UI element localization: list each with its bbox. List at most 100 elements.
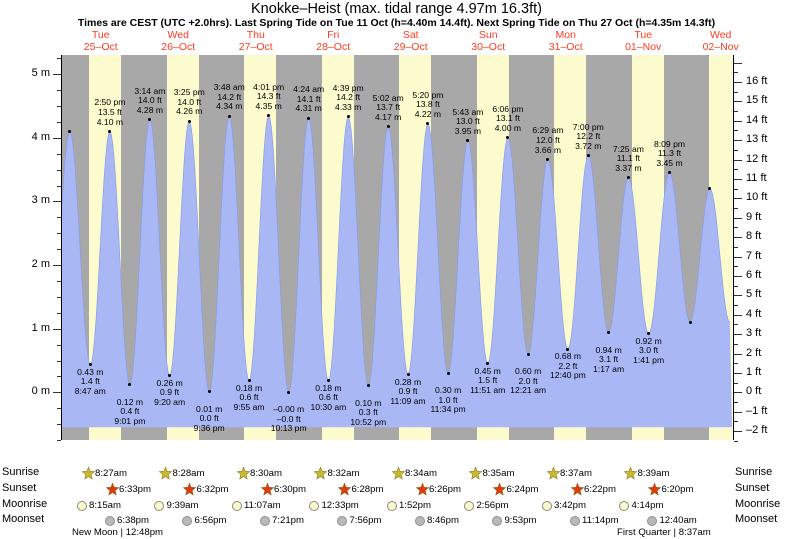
astro-time: 8:34am <box>404 468 437 479</box>
astro-time: 8:32am <box>327 468 360 479</box>
tide-label-line2: 14.0 ft <box>137 95 162 106</box>
left-axis-label: 5 m <box>31 67 50 80</box>
tide-label-line3: 10:52 pm <box>350 417 387 428</box>
right-axis-tick <box>734 402 738 403</box>
sunrise-star-icon <box>546 467 560 480</box>
tide-extreme-dot <box>187 119 191 123</box>
tide-label: 0.18 m 0.6 ft 10:30 am <box>294 382 362 413</box>
day-header: Thu 27–Oct <box>216 29 296 53</box>
astro-time: 6:38pm <box>117 515 149 526</box>
astro-time: 3:42pm <box>553 500 586 511</box>
tide-label-line2: 0.0 ft <box>199 413 219 424</box>
moon-phase-sep: | <box>120 527 124 538</box>
day-header: Tue 01–Nov <box>603 29 683 53</box>
astro-time: 12:33pm <box>321 500 359 511</box>
tide-label-line1: 0.92 m <box>635 335 662 346</box>
right-axis-tick <box>734 140 742 142</box>
tide-label: 7:00 pm 12.2 ft 3.72 m <box>554 121 622 152</box>
right-axis-label: 15 ft <box>746 94 768 107</box>
left-axis-tick <box>57 249 61 251</box>
tide-label-line1: 0.94 m <box>595 344 622 355</box>
moonset-circle-icon <box>647 516 658 526</box>
tide-label-line2: 11.1 ft <box>616 153 641 164</box>
astro-row-label-left: Moonset <box>2 513 45 525</box>
right-axis-tick <box>734 334 742 336</box>
astro-time: 8:15am <box>89 500 121 511</box>
day-of-week: Tue <box>91 29 110 41</box>
tide-label-line2: 14.3 ft <box>256 91 281 102</box>
moon-phase-caption: New Moon | 12:48pm <box>72 527 163 538</box>
right-axis-tick <box>734 217 742 219</box>
right-axis-line <box>733 55 734 440</box>
tide-label-line2: 13.0 ft <box>455 116 480 127</box>
right-axis-tick <box>734 188 738 190</box>
day-header: Tue 25–Oct <box>61 29 141 53</box>
day-header: Sun 30–Oct <box>448 29 528 53</box>
tide-label-line1: 3:48 am <box>213 82 245 93</box>
tide-label-line2: 0.9 ft <box>398 386 418 397</box>
tide-label-line2: –0.0 ft <box>276 413 301 424</box>
left-axis-tick <box>57 217 61 219</box>
tide-label-line1: 7:00 pm <box>572 121 604 132</box>
tide-label: 0.18 m 0.6 ft 9:55 am <box>215 383 283 413</box>
moonrise-circle-icon <box>541 501 552 511</box>
left-axis-tick <box>57 121 61 123</box>
astro-row-label-right: Moonset <box>735 513 778 525</box>
day-date: 28–Oct <box>316 40 351 53</box>
left-axis-tick <box>57 376 61 378</box>
right-axis-label: 13 ft <box>746 133 768 146</box>
sunset-star-icon <box>183 483 197 496</box>
right-axis-tick <box>734 120 742 122</box>
left-axis-label: 4 m <box>31 130 50 143</box>
right-axis-label: 8 ft <box>746 230 762 243</box>
right-axis-tick <box>734 246 738 248</box>
tide-extreme-dot <box>366 384 370 388</box>
left-axis-label: 0 m <box>31 385 50 398</box>
moonset-circle-icon <box>414 516 425 526</box>
page-subtitle: Times are CEST (UTC +2.0hrs). Last Sprin… <box>77 17 716 29</box>
tide-label-line3: 9:55 am <box>233 401 265 412</box>
astro-time: 6:22pm <box>583 484 616 495</box>
left-axis-label: 1 m <box>31 321 50 334</box>
moonrise-circle-icon <box>309 501 320 511</box>
day-date: 01–Nov <box>625 40 662 53</box>
left-axis-tick <box>57 280 61 282</box>
right-axis-tick <box>734 295 742 297</box>
tide-extreme-dot <box>688 320 692 324</box>
tide-label-line1: 6:29 am <box>532 125 564 136</box>
astro-time: 6:33pm <box>119 484 151 495</box>
right-axis-tick <box>734 275 742 277</box>
left-axis-tick <box>53 74 61 76</box>
tide-label-line1: 7:25 am <box>612 143 644 154</box>
right-axis-label: 16 ft <box>746 74 768 87</box>
moon-phase-time: 8:37am <box>678 527 711 538</box>
moonrise-circle-icon <box>231 501 242 511</box>
tide-label: 0.26 m 0.9 ft 9:20 am <box>136 378 204 408</box>
tide-label-line2: 12.2 ft <box>576 131 601 142</box>
moonset-circle-icon <box>105 516 115 526</box>
tide-label-line3: 1:17 am <box>593 363 625 374</box>
tide-label-line3: 4.35 m <box>255 100 282 111</box>
tide-label-line3: 4.33 m <box>335 101 362 112</box>
tide-label: 5:43 am 13.0 ft 3.95 m <box>434 107 502 137</box>
day-date: 26–Oct <box>161 40 196 53</box>
tide-extreme-dot <box>148 118 152 122</box>
tide-label-line2: 13.1 ft <box>495 113 520 124</box>
tide-extreme-dot <box>526 352 530 356</box>
tide-label: 4:39 pm 14.2 ft 4.33 m <box>314 83 382 113</box>
tide-label-line3: 12:21 am <box>510 385 547 396</box>
tide-extreme-dot <box>108 129 112 133</box>
tide-extreme-dot <box>586 154 590 157</box>
sunrise-star-icon <box>314 467 328 480</box>
right-axis-tick <box>734 178 742 180</box>
tide-label-line2: 3.0 ft <box>639 345 659 356</box>
tide-label-line1: 0.18 m <box>315 382 342 393</box>
sunrise-star-icon <box>236 467 250 480</box>
left-axis-tick <box>57 360 61 362</box>
day-date: 02–Nov <box>702 40 739 53</box>
tide-label-line1: 0.28 m <box>394 376 422 387</box>
tide-label-line3: 9:36 pm <box>193 422 225 433</box>
right-axis-tick <box>734 421 738 423</box>
tide-label-line2: 0.3 ft <box>358 407 378 418</box>
